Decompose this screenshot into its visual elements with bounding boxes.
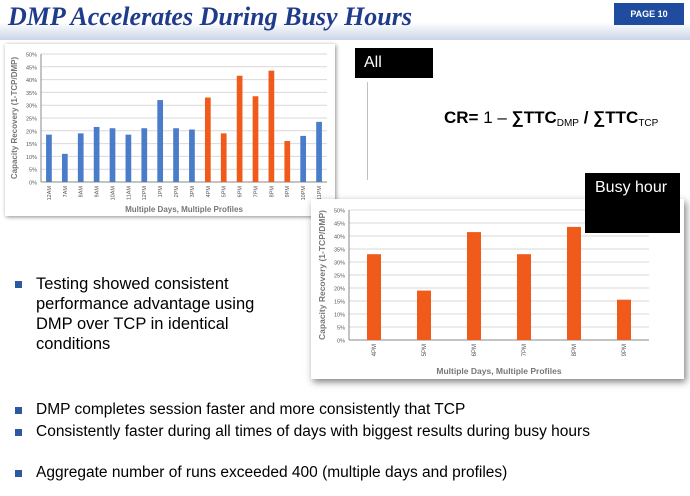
bullet-text-2: Consistently faster during all times of … xyxy=(36,423,590,440)
x-tick-label: 7AM xyxy=(63,186,69,198)
y-tick-label: 10% xyxy=(334,313,345,319)
y-tick-label: 40% xyxy=(26,78,37,84)
y-tick-label: 25% xyxy=(26,117,37,123)
y-tick-label: 30% xyxy=(26,104,37,110)
bar xyxy=(109,128,116,182)
x-tick-label: 10AM xyxy=(110,186,116,201)
x-tick-label: 6PM xyxy=(238,186,244,198)
bar xyxy=(467,232,481,340)
y-tick-label: 5% xyxy=(337,326,345,332)
bar xyxy=(125,134,132,182)
y-tick-label: 15% xyxy=(26,142,37,148)
bullet-text-3: Aggregate number of runs exceeded 400 (m… xyxy=(36,464,508,481)
y-axis-label: Capacity Recovery (1-TCP/DMP) xyxy=(10,57,19,180)
x-tick-label: 7PM xyxy=(522,344,528,356)
y-tick-label: 15% xyxy=(334,300,345,306)
y-tick-label: 40% xyxy=(334,235,345,241)
bar xyxy=(316,121,322,182)
chart-all-hours: 0% 5% 10% 15% 20% 25% 30% 35% 40% 45% 50% 12AM 7AM 8A… xyxy=(5,44,335,216)
main-bullet-text: Testing showed consistent performance ad… xyxy=(36,275,255,353)
bar xyxy=(93,126,100,182)
y-tick-label: 35% xyxy=(26,91,37,97)
x-tick-label: 4PM xyxy=(372,344,378,356)
bar xyxy=(61,153,68,182)
x-tick-label: 6PM xyxy=(472,344,478,356)
bar xyxy=(252,96,259,182)
chart-all-hours-svg: 0% 5% 10% 15% 20% 25% 30% 35% 40% 45% 50% 12AM 7AM 8A… xyxy=(10,53,327,214)
x-tick-label: 2PM xyxy=(174,186,180,198)
x-tick-label: 8PM xyxy=(269,186,275,198)
x-axis-label: Multiple Days, Multiple Profiles xyxy=(436,366,561,376)
x-tick-label: 11AM xyxy=(126,186,132,200)
x-tick-label: 5PM xyxy=(222,186,228,198)
bar xyxy=(284,141,291,182)
x-axis-label: Multiple Days, Multiple Profiles xyxy=(125,205,243,214)
bar xyxy=(173,128,179,182)
bar xyxy=(220,133,227,182)
y-tick-label: 0% xyxy=(29,181,37,187)
x-tick-label: 11PM xyxy=(317,186,323,200)
formula-prefix: CR= xyxy=(444,108,479,127)
x-tick-label: 3PM xyxy=(190,186,196,198)
bar xyxy=(517,254,531,340)
chart-busy-hours: 0% 5% 10% 15% 20% 25% 30% 35% 40% 45% 50% 4PM 5PM 6PM… xyxy=(311,199,684,379)
bar xyxy=(617,299,631,340)
bar xyxy=(77,133,84,182)
x-tick-label: 8PM xyxy=(572,344,578,356)
y-tick-label: 10% xyxy=(26,155,37,161)
y-tick-label: 50% xyxy=(26,53,37,59)
x-tick-label: 9PM xyxy=(622,344,628,356)
page-badge: PAGE 10 xyxy=(614,3,684,25)
bar xyxy=(268,70,275,182)
slide-title: DMP Accelerates During Busy Hours xyxy=(8,2,412,31)
x-tick-label: 5PM xyxy=(422,344,428,356)
title-bar: DMP Accelerates During Busy Hours PAGE 1… xyxy=(0,0,690,40)
formula-sum-tcp: ∑TTC xyxy=(593,108,639,127)
formula-sub-dmp: DMP xyxy=(556,118,579,129)
bullet-icon xyxy=(15,429,22,436)
x-tick-label: 10PM xyxy=(301,186,307,201)
y-tick-label: 5% xyxy=(29,168,37,174)
connector-line xyxy=(367,82,368,180)
x-tick-label: 12PM xyxy=(142,186,148,201)
y-tick-label: 50% xyxy=(334,209,345,215)
formula-sum-dmp: ∑TTC xyxy=(511,108,557,127)
formula-one-minus: 1 – xyxy=(483,108,512,127)
y-tick-label: 35% xyxy=(334,248,345,254)
x-tick-label: 4PM xyxy=(206,186,212,198)
y-axis-label: Capacity Recovery (1-TCP/DMP) xyxy=(317,210,327,340)
y-tick-label: 20% xyxy=(26,129,37,135)
formula-slash: / xyxy=(578,108,594,127)
bar xyxy=(567,226,581,340)
y-tick-label: 45% xyxy=(334,222,345,228)
bar xyxy=(189,129,195,182)
x-tick-label: 1PM xyxy=(158,186,164,198)
capacity-recovery-formula: CR= 1 – ∑TTCDMP / ∑TTCTCP xyxy=(444,108,658,129)
x-tick-label: 7PM xyxy=(253,186,259,198)
bar xyxy=(46,134,52,182)
y-tick-label: 30% xyxy=(334,261,345,267)
bar xyxy=(236,75,243,182)
bar xyxy=(300,135,307,182)
bar xyxy=(157,100,164,182)
bullet-icon xyxy=(15,281,22,288)
x-tick-label: 12AM xyxy=(47,186,53,201)
y-tick-label: 20% xyxy=(334,287,345,293)
bullet-text-1: DMP completes session faster and more co… xyxy=(36,401,466,418)
y-tick-label: 25% xyxy=(334,274,345,280)
y-tick-label: 45% xyxy=(26,65,37,71)
bullet-icon xyxy=(15,407,22,414)
x-tick-label: 9AM xyxy=(95,186,101,198)
x-tick-label: 9PM xyxy=(285,186,291,198)
formula-sub-tcp: TCP xyxy=(638,118,659,129)
bar xyxy=(367,254,381,340)
bar xyxy=(417,290,431,340)
y-tick-label: 0% xyxy=(337,339,345,345)
bar xyxy=(141,128,148,182)
label-busy-hour: Busy hour xyxy=(585,173,680,233)
x-tick-label: 8AM xyxy=(79,186,85,198)
bar xyxy=(204,97,211,182)
label-all: All xyxy=(355,48,433,78)
bullet-icon xyxy=(15,470,22,477)
